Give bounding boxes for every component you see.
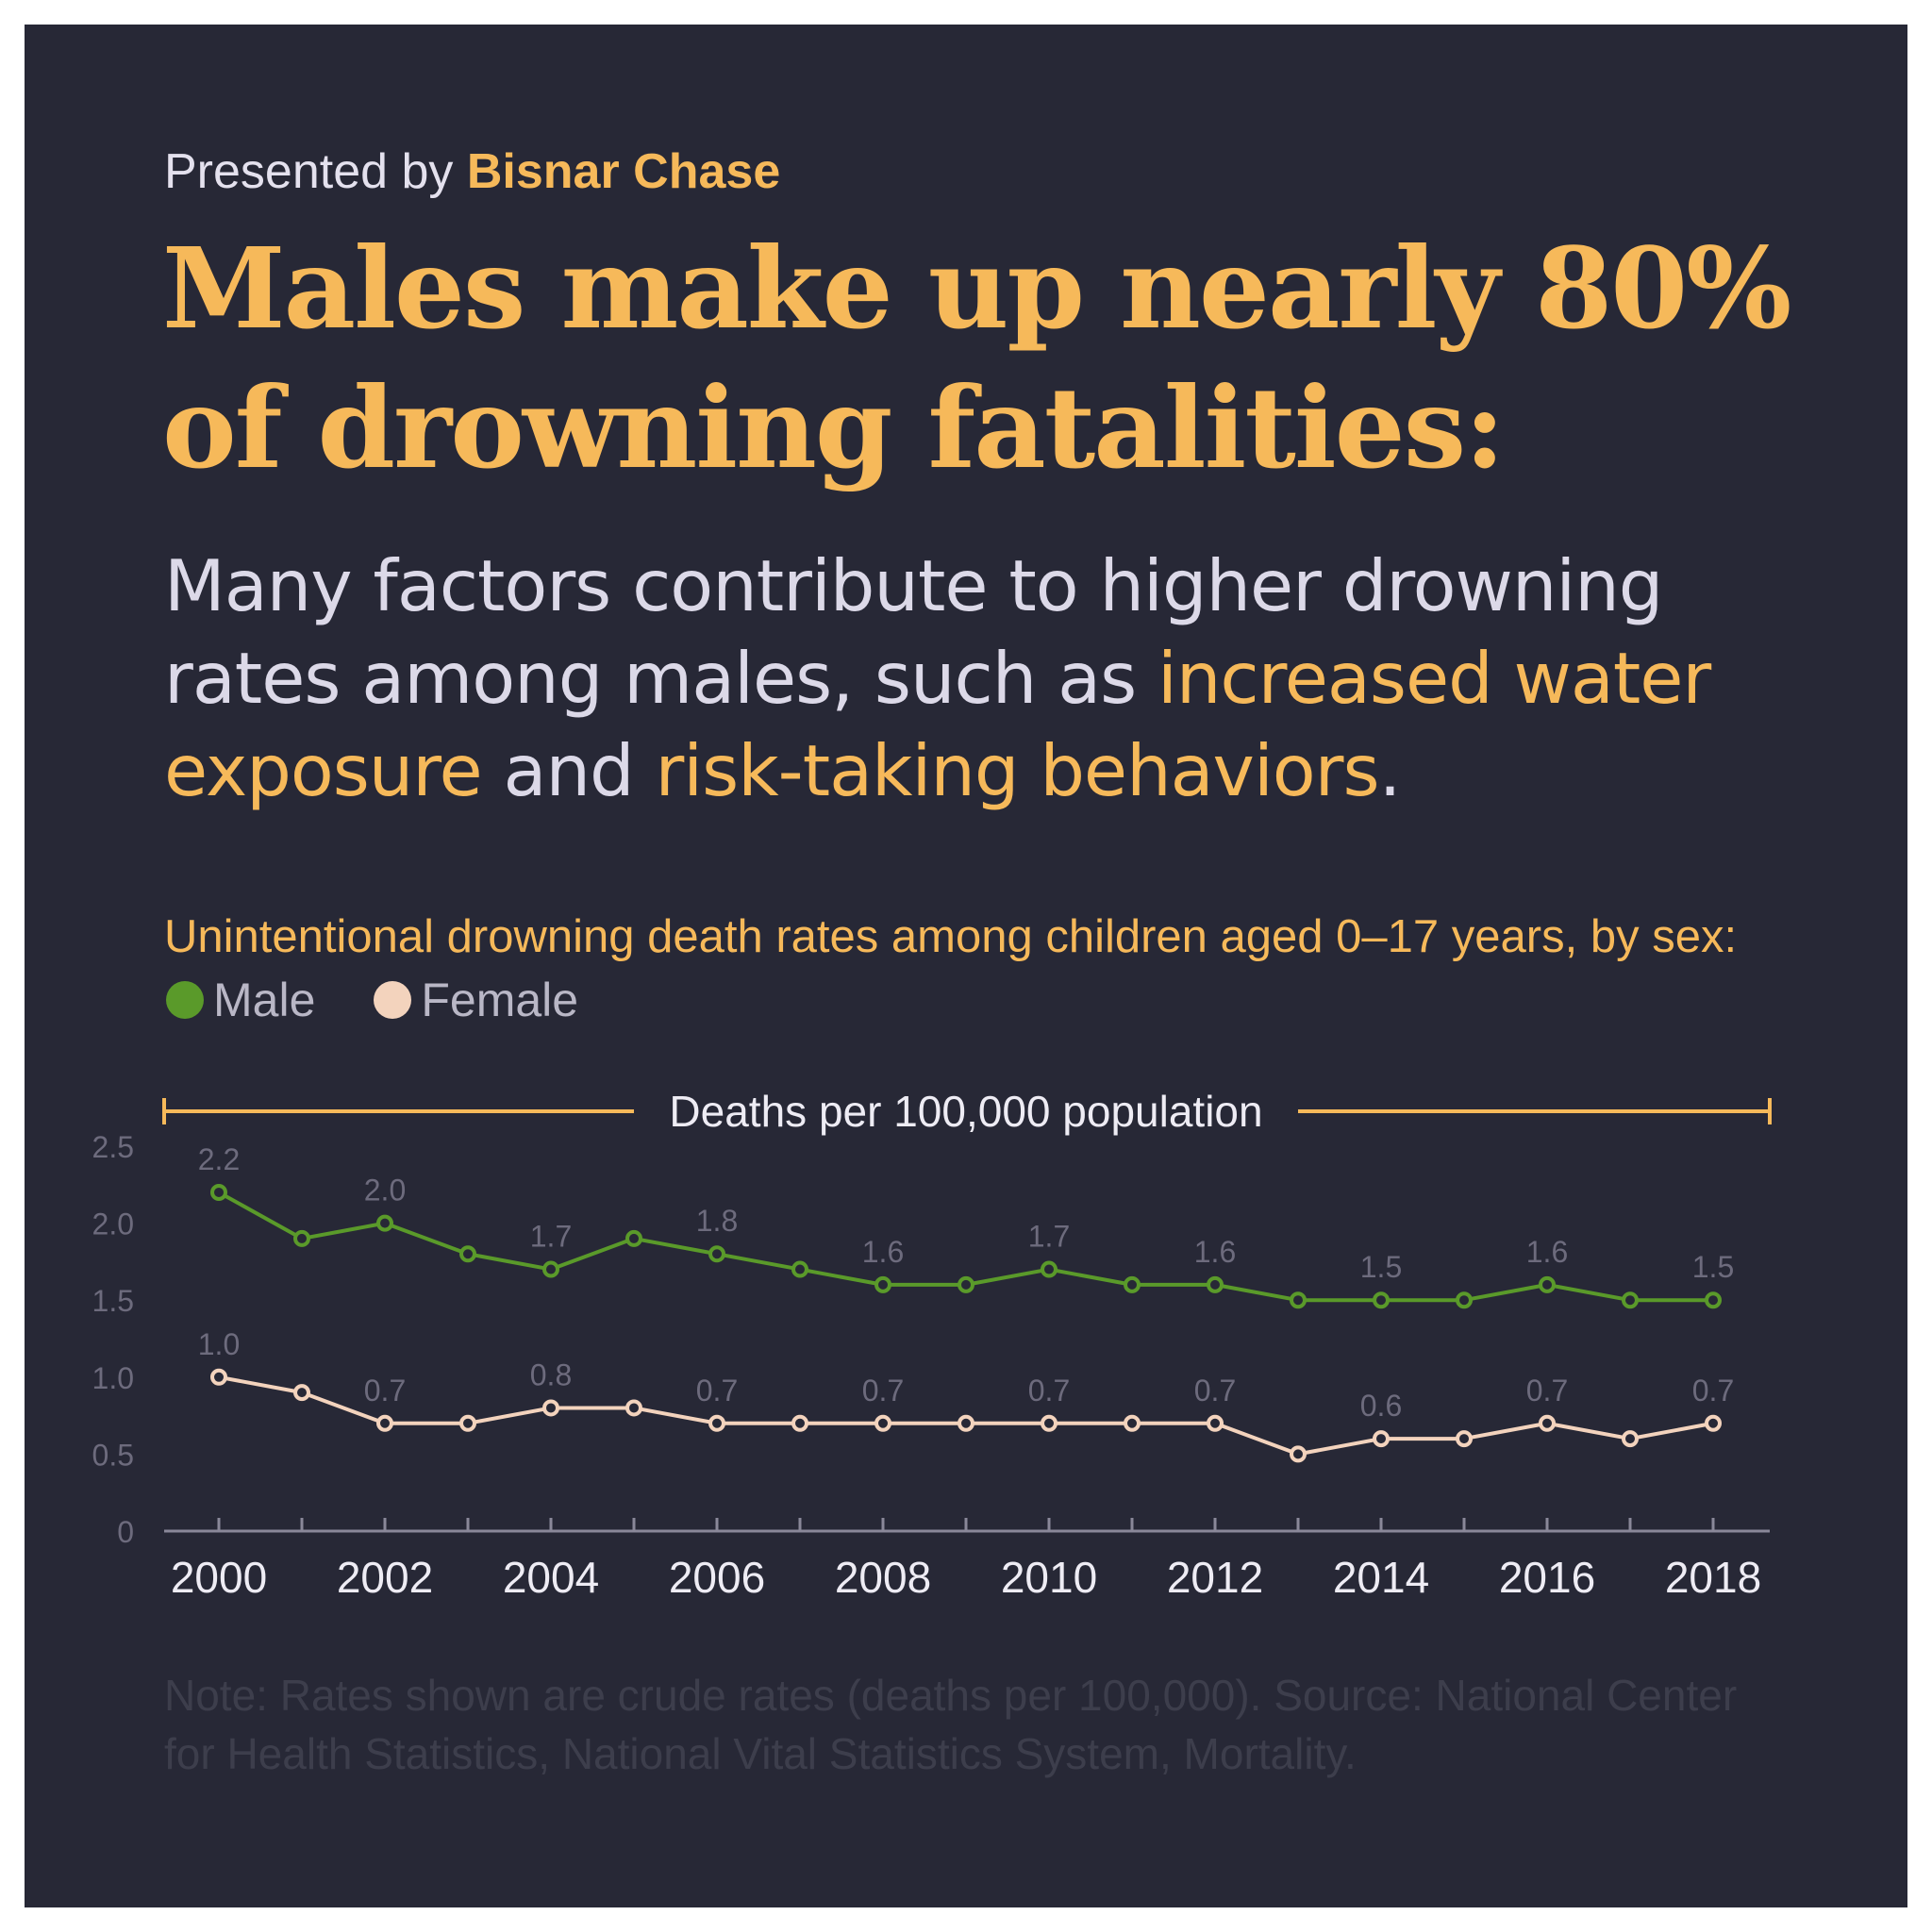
data-point-female [1622,1430,1639,1448]
presented-by: Presented by Bisnar Chase [164,142,780,202]
data-label-male: 1.7 [1028,1220,1070,1254]
data-label-female: 1.0 [198,1327,240,1361]
data-point-male [958,1275,974,1293]
data-label-female: 0.7 [1028,1374,1070,1407]
data-point-male [1290,1291,1307,1309]
data-point-male [1124,1275,1141,1293]
x-tick-label: 2016 [1499,1553,1595,1602]
data-label-male: 2.2 [198,1142,240,1176]
y-tick-label: 1.5 [92,1284,134,1318]
data-point-male [625,1229,642,1247]
x-tick-label: 2014 [1333,1553,1429,1602]
presented-prefix: Presented by [164,144,454,199]
data-point-male [791,1260,808,1278]
data-point-female [1539,1414,1556,1432]
x-tick-label: 2004 [503,1553,599,1602]
data-point-male [1041,1260,1058,1278]
data-point-female [958,1414,974,1432]
y-tick-label: 1.0 [92,1361,134,1395]
subheadline-text-3: . [1378,729,1402,812]
data-point-female [1041,1414,1058,1432]
data-label-female: 0.7 [696,1374,738,1407]
headline-line-1: Males make up nearly 80% [162,223,1791,354]
data-point-male [1456,1291,1473,1309]
data-point-male [1705,1291,1722,1309]
data-label-male: 1.6 [862,1235,904,1269]
data-point-female [542,1399,559,1417]
y-tick-label: 2.5 [92,1130,134,1164]
data-point-male [1207,1275,1224,1293]
x-tick-label: 2006 [669,1553,765,1602]
data-label-female: 0.7 [364,1374,406,1407]
data-label-female: 0.7 [1194,1374,1236,1407]
x-tick-label: 2000 [171,1553,267,1602]
data-label-female: 0.7 [1526,1374,1568,1407]
data-point-male [376,1214,393,1232]
headline-line-2: of drowning fatalities: [162,362,1506,493]
data-point-male [874,1275,891,1293]
legend-item-male: Male [166,973,315,1027]
data-point-male [210,1183,227,1201]
data-point-female [1456,1430,1473,1448]
data-point-female [1373,1430,1390,1448]
data-point-female [1207,1414,1224,1432]
chart-title: Unintentional drowning death rates among… [164,911,1738,962]
data-point-female [210,1368,227,1386]
data-point-female [708,1414,725,1432]
source-note: Note: Rates shown are crude rates (death… [164,1671,1738,1778]
y-tick-label: 0 [117,1515,134,1549]
legend-label-female: Female [421,974,579,1026]
data-point-female [1124,1414,1141,1432]
y-tick-label: 2.0 [92,1208,134,1241]
data-label-female: 0.7 [862,1374,904,1407]
legend-label-male: Male [213,974,316,1026]
data-label-male: 1.5 [1360,1250,1402,1284]
subheadline-highlight-2: risk-taking behaviors [655,729,1379,812]
x-tick-label: 2012 [1167,1553,1263,1602]
data-point-male [1622,1291,1639,1309]
data-label-male: 1.6 [1194,1235,1236,1269]
data-label-female: 0.8 [530,1357,572,1391]
legend-swatch-male [166,981,204,1019]
legend-item-female: Female [374,973,578,1027]
subheadline: Many factors contribute to higher drowni… [164,540,1824,817]
data-point-male [1539,1275,1556,1293]
subheadline-text-2: and [481,729,656,812]
data-label-female: 0.7 [1692,1374,1734,1407]
data-label-male: 1.5 [1692,1250,1734,1284]
data-point-female [1290,1445,1307,1463]
x-tick-label: 2010 [1001,1553,1097,1602]
data-point-female [874,1414,891,1432]
y-tick-label: 0.5 [92,1438,134,1472]
data-point-male [708,1245,725,1263]
headline: Males make up nearly 80% of drowning fata… [162,219,1823,498]
brand-name: Bisnar Chase [466,144,781,199]
x-tick-label: 2018 [1665,1553,1761,1602]
data-point-female [791,1414,808,1432]
y-axis-label: Deaths per 100,000 population [669,1087,1262,1136]
data-point-female [376,1414,393,1432]
data-label-male: 1.8 [696,1204,738,1238]
infographic-card [25,25,1907,1907]
x-tick-label: 2002 [337,1553,433,1602]
data-point-male [1373,1291,1390,1309]
x-tick-label: 2008 [835,1553,931,1602]
data-label-male: 2.0 [364,1174,406,1208]
data-point-male [459,1245,476,1263]
data-point-female [459,1414,476,1432]
data-point-female [625,1399,642,1417]
data-point-female [293,1384,310,1402]
data-label-male: 1.6 [1526,1235,1568,1269]
chart-legend: Male Female [166,972,637,1028]
data-label-female: 0.6 [1360,1389,1402,1423]
data-point-female [1705,1414,1722,1432]
subheadline-text-1: Many factors contribute to higher drowni… [164,544,1663,720]
subheadline-highlight-1: increased water exposure [164,637,1711,812]
data-label-male: 1.7 [530,1220,572,1254]
data-point-male [293,1229,310,1247]
data-point-male [542,1260,559,1278]
legend-swatch-female [374,981,412,1019]
